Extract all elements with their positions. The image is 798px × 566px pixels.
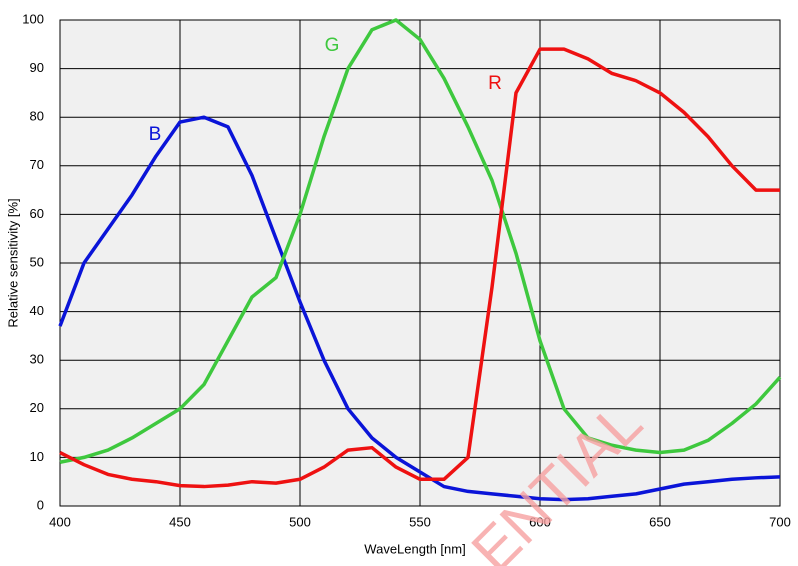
series-label: B — [149, 124, 162, 145]
y-axis-label: Relative sensitivity [%] — [5, 198, 20, 327]
y-tick-label: 70 — [30, 157, 44, 172]
series-line — [59, 18, 782, 464]
x-tick-label: 400 — [49, 514, 71, 529]
series-line — [58, 115, 781, 502]
x-tick-label: 550 — [409, 514, 431, 529]
y-tick-label: 80 — [30, 109, 44, 124]
y-tick-label: 90 — [30, 60, 44, 75]
y-tick-label: 40 — [30, 303, 44, 318]
y-tick-label: 10 — [30, 449, 44, 464]
x-axis-label: WaveLength [nm] — [364, 541, 465, 556]
y-tick-label: 60 — [30, 206, 44, 221]
y-tick-label: 30 — [30, 352, 44, 367]
x-tick-label: 700 — [769, 514, 791, 529]
plot: 0 10 20 30 40 50 60 70 80 90 100 400 450 500 550 600 650… — [22, 11, 791, 529]
y-tick-label: 100 — [22, 11, 44, 26]
y-tick-label: 50 — [30, 254, 44, 269]
series-label: R — [488, 73, 502, 94]
x-tick-label: 450 — [169, 514, 191, 529]
x-tick-label: 600 — [529, 514, 551, 529]
y-tick-label: 0 — [37, 497, 44, 512]
x-tick-label: 650 — [649, 514, 671, 529]
y-tick-label: 20 — [30, 400, 44, 415]
series-label: G — [325, 35, 340, 56]
series-line — [59, 47, 780, 489]
x-tick-label: 500 — [289, 514, 311, 529]
